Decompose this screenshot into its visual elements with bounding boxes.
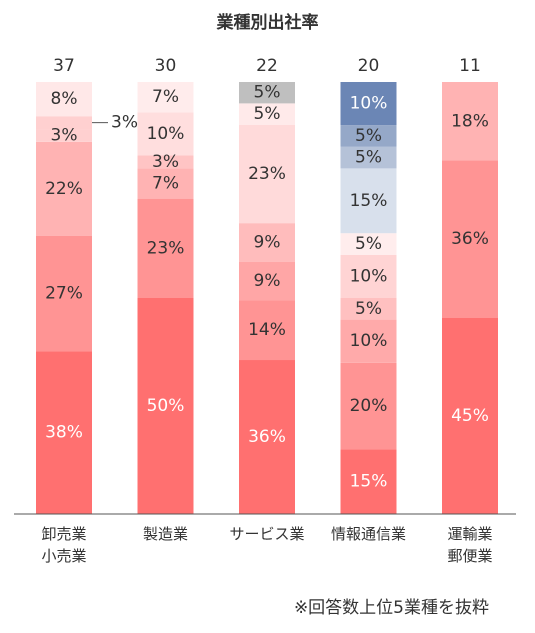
bar-segment xyxy=(36,351,92,514)
category-label: 郵便業 xyxy=(447,547,492,565)
total-count-label: 37 xyxy=(53,56,75,76)
bar-segment xyxy=(137,82,194,113)
data-label: 3% xyxy=(51,125,78,145)
data-label: 5% xyxy=(355,299,382,319)
category-label: 卸売業 xyxy=(41,525,86,543)
data-label: 5% xyxy=(355,148,382,168)
bar-segment xyxy=(239,360,295,514)
chart-title: 業種別出社率 xyxy=(216,13,319,33)
data-label: 3% xyxy=(152,152,179,172)
data-label: 5% xyxy=(254,83,281,103)
data-label: 10% xyxy=(147,124,185,144)
bar-segment xyxy=(137,198,194,298)
data-label: 22% xyxy=(45,179,83,199)
bar-segment xyxy=(239,300,295,361)
bar-segment xyxy=(340,125,397,147)
category-label: 製造業 xyxy=(143,525,188,543)
data-label: 9% xyxy=(254,271,281,291)
category-label: サービス業 xyxy=(229,525,304,543)
bar-segment xyxy=(36,116,92,130)
bars-layer xyxy=(36,82,498,514)
total-count-label: 11 xyxy=(459,56,481,76)
data-label: 10% xyxy=(350,266,388,286)
bar-segment xyxy=(340,298,397,320)
category-label: 運輸業 xyxy=(447,525,492,543)
data-label: 15% xyxy=(350,191,388,211)
bar-segment xyxy=(442,160,498,318)
bar-segment xyxy=(239,261,295,301)
bar-segment xyxy=(340,168,397,234)
labels-layer: 38%27%22%3%3%8%37卸売業小売業50%23%7%3%10%7%30… xyxy=(41,56,492,565)
bar-segment xyxy=(36,141,92,236)
data-label: 27% xyxy=(45,284,83,304)
bar-segment xyxy=(137,112,194,156)
bar-segment xyxy=(340,362,397,450)
data-label: 36% xyxy=(248,427,286,447)
data-label: 7% xyxy=(152,174,179,194)
data-label: 18% xyxy=(451,111,489,131)
bar-segment xyxy=(239,124,295,224)
bar-segment xyxy=(137,298,194,514)
data-label: 23% xyxy=(248,164,286,184)
bar-segment xyxy=(239,103,295,125)
data-label: 5% xyxy=(355,234,382,254)
data-label: 36% xyxy=(451,229,489,249)
data-label: 10% xyxy=(350,94,388,114)
data-label: 10% xyxy=(350,331,388,351)
data-label: 50% xyxy=(147,396,185,416)
bar-segment xyxy=(36,82,92,117)
data-label: 38% xyxy=(45,423,83,443)
total-count-label: 30 xyxy=(155,56,177,76)
data-label: 23% xyxy=(147,238,185,258)
bar-segment xyxy=(340,233,397,255)
data-label: 7% xyxy=(152,87,179,107)
data-label: 8% xyxy=(51,89,78,109)
total-count-label: 22 xyxy=(256,56,278,76)
bar-segment xyxy=(340,82,397,126)
data-label: 5% xyxy=(355,126,382,146)
bar-segment xyxy=(340,254,397,298)
total-count-label: 20 xyxy=(358,56,380,76)
data-label: 5% xyxy=(254,104,281,124)
bar-segment xyxy=(340,319,397,363)
bar-segment xyxy=(137,155,194,169)
bar-segment xyxy=(442,82,498,161)
bar-segment xyxy=(340,146,397,169)
data-label: 20% xyxy=(350,396,388,416)
data-label: 14% xyxy=(248,320,286,340)
bar-segment xyxy=(340,449,397,514)
bar-segment xyxy=(239,82,295,104)
bar-segment xyxy=(137,168,194,199)
category-label: 情報通信業 xyxy=(331,525,406,543)
data-label-callout: 3% xyxy=(111,113,138,133)
data-label: 45% xyxy=(451,406,489,426)
footnote: ※回答数上位5業種を抜粋 xyxy=(293,598,489,618)
data-label: 15% xyxy=(350,472,388,492)
bar-segment xyxy=(442,317,498,514)
bar-segment xyxy=(36,235,92,352)
category-label: 小売業 xyxy=(41,547,86,565)
data-label: 9% xyxy=(254,232,281,252)
bar-segment xyxy=(239,223,295,262)
bar-segment xyxy=(36,129,92,142)
